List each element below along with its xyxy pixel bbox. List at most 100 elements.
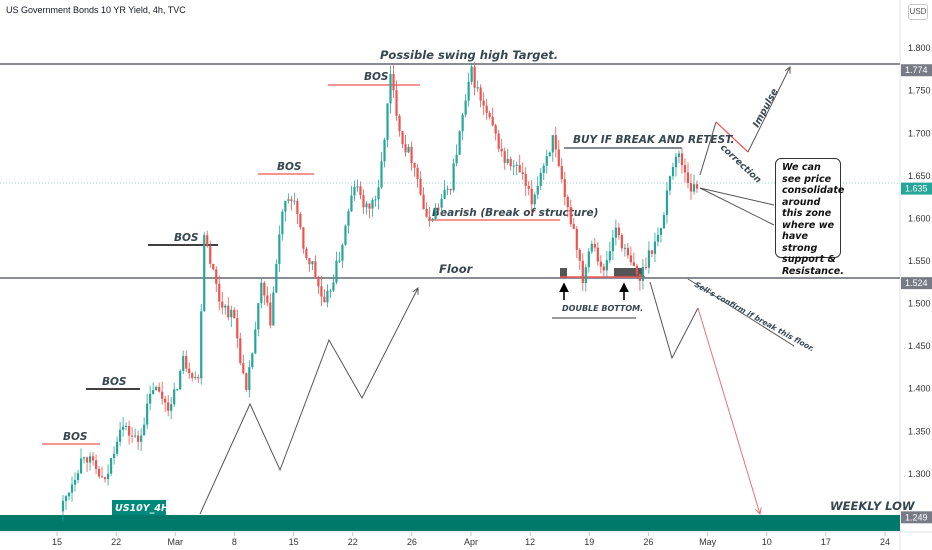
candle-body — [446, 188, 449, 190]
x-tick-label: 22 — [111, 537, 121, 547]
candle-body — [179, 370, 182, 390]
candle-body — [464, 100, 467, 115]
candle-body — [203, 235, 206, 312]
candle-body — [308, 258, 311, 265]
candle-body — [629, 255, 632, 263]
candle-body — [638, 273, 642, 281]
candle-body — [428, 216, 431, 221]
candle-body — [284, 200, 287, 212]
candle-body — [665, 190, 669, 216]
candle-body — [449, 188, 452, 191]
candle-body — [434, 207, 437, 219]
currency-badge[interactable]: USD — [908, 4, 928, 20]
candle-body — [383, 139, 386, 162]
candle-body — [224, 305, 227, 308]
candle-body — [518, 164, 521, 173]
candle-body — [500, 148, 503, 152]
candle-body — [347, 211, 350, 226]
candle-body — [317, 277, 320, 287]
candle-body — [218, 283, 221, 302]
candle-body — [79, 458, 83, 474]
candle-body — [560, 165, 563, 180]
candle-body — [527, 185, 530, 189]
candle-body — [350, 195, 353, 212]
candle-body — [173, 389, 176, 405]
candle-body — [344, 225, 347, 245]
candle-body — [425, 209, 428, 217]
candle-body — [368, 203, 371, 209]
candle-body — [620, 235, 623, 249]
price-badge — [901, 511, 932, 524]
x-tick-label: 22 — [348, 537, 358, 547]
candle-body — [134, 435, 137, 437]
candle-body — [542, 165, 545, 173]
candle-body — [380, 161, 383, 188]
candle-body — [305, 248, 308, 259]
candle-body — [272, 292, 275, 326]
candle-body — [548, 152, 551, 157]
price-badge — [901, 182, 932, 195]
candle-body — [299, 214, 302, 228]
candle-body — [479, 87, 482, 101]
candle-body — [227, 305, 230, 318]
bos-label-3: BOS — [174, 232, 199, 244]
bos-label-5: BOS — [364, 71, 389, 83]
candle-body — [335, 260, 338, 283]
candle-body — [467, 81, 470, 101]
candle-body — [221, 301, 224, 308]
candle-body — [566, 196, 569, 208]
candle-body — [386, 103, 389, 140]
candle-body — [296, 200, 299, 215]
x-tick-label: May — [699, 537, 717, 547]
candle-body — [206, 235, 209, 247]
candle-body — [353, 186, 356, 196]
candle-body — [197, 376, 200, 379]
candle-body — [112, 453, 116, 459]
candle-body — [239, 338, 242, 364]
candle-body — [167, 402, 170, 411]
candle-body — [611, 237, 614, 252]
candle-body — [605, 260, 608, 271]
candle-body — [215, 269, 218, 284]
candle-body — [419, 178, 422, 195]
candle-body — [554, 135, 557, 150]
candle-body — [191, 373, 194, 378]
bearish-label: Bearish (Break of structure) — [432, 207, 598, 219]
candle-body — [155, 386, 158, 391]
candle-body — [614, 227, 617, 238]
ticker-badge — [112, 500, 166, 515]
candle-body — [482, 100, 485, 106]
candle-body — [326, 290, 329, 303]
candle-body — [677, 153, 681, 157]
candle-body — [572, 224, 575, 229]
y-tick-label: 1.600 — [908, 213, 931, 223]
candle-body — [470, 66, 473, 82]
candle-body — [266, 295, 269, 303]
candle-body — [176, 389, 179, 391]
candle-body — [692, 184, 696, 192]
impulse-arrow — [747, 67, 790, 153]
candle-body — [182, 356, 185, 371]
price-axis: 1.800 1.750 1.700 1.650 1.600 1.550 1.500 1.450… — [908, 43, 931, 479]
candle-body — [437, 207, 440, 209]
candle-body — [371, 200, 374, 209]
candle-body — [281, 211, 284, 235]
candle-body — [401, 131, 404, 145]
candle-body — [109, 458, 113, 474]
candle-body — [251, 353, 254, 368]
candle-body — [61, 500, 65, 512]
candle-body — [650, 250, 654, 254]
candle-body — [557, 149, 560, 166]
candle-body — [389, 73, 392, 104]
candle-body — [551, 135, 554, 153]
candle-body — [76, 473, 80, 481]
swing-high-label: Possible swing high Target. — [380, 48, 558, 62]
candle-body — [497, 133, 500, 149]
candle-body — [491, 116, 494, 126]
candle-body — [293, 200, 296, 202]
x-tick-label: 17 — [821, 537, 831, 547]
candle-body — [512, 165, 515, 167]
candle-body — [70, 484, 74, 493]
candle-body — [161, 391, 164, 399]
